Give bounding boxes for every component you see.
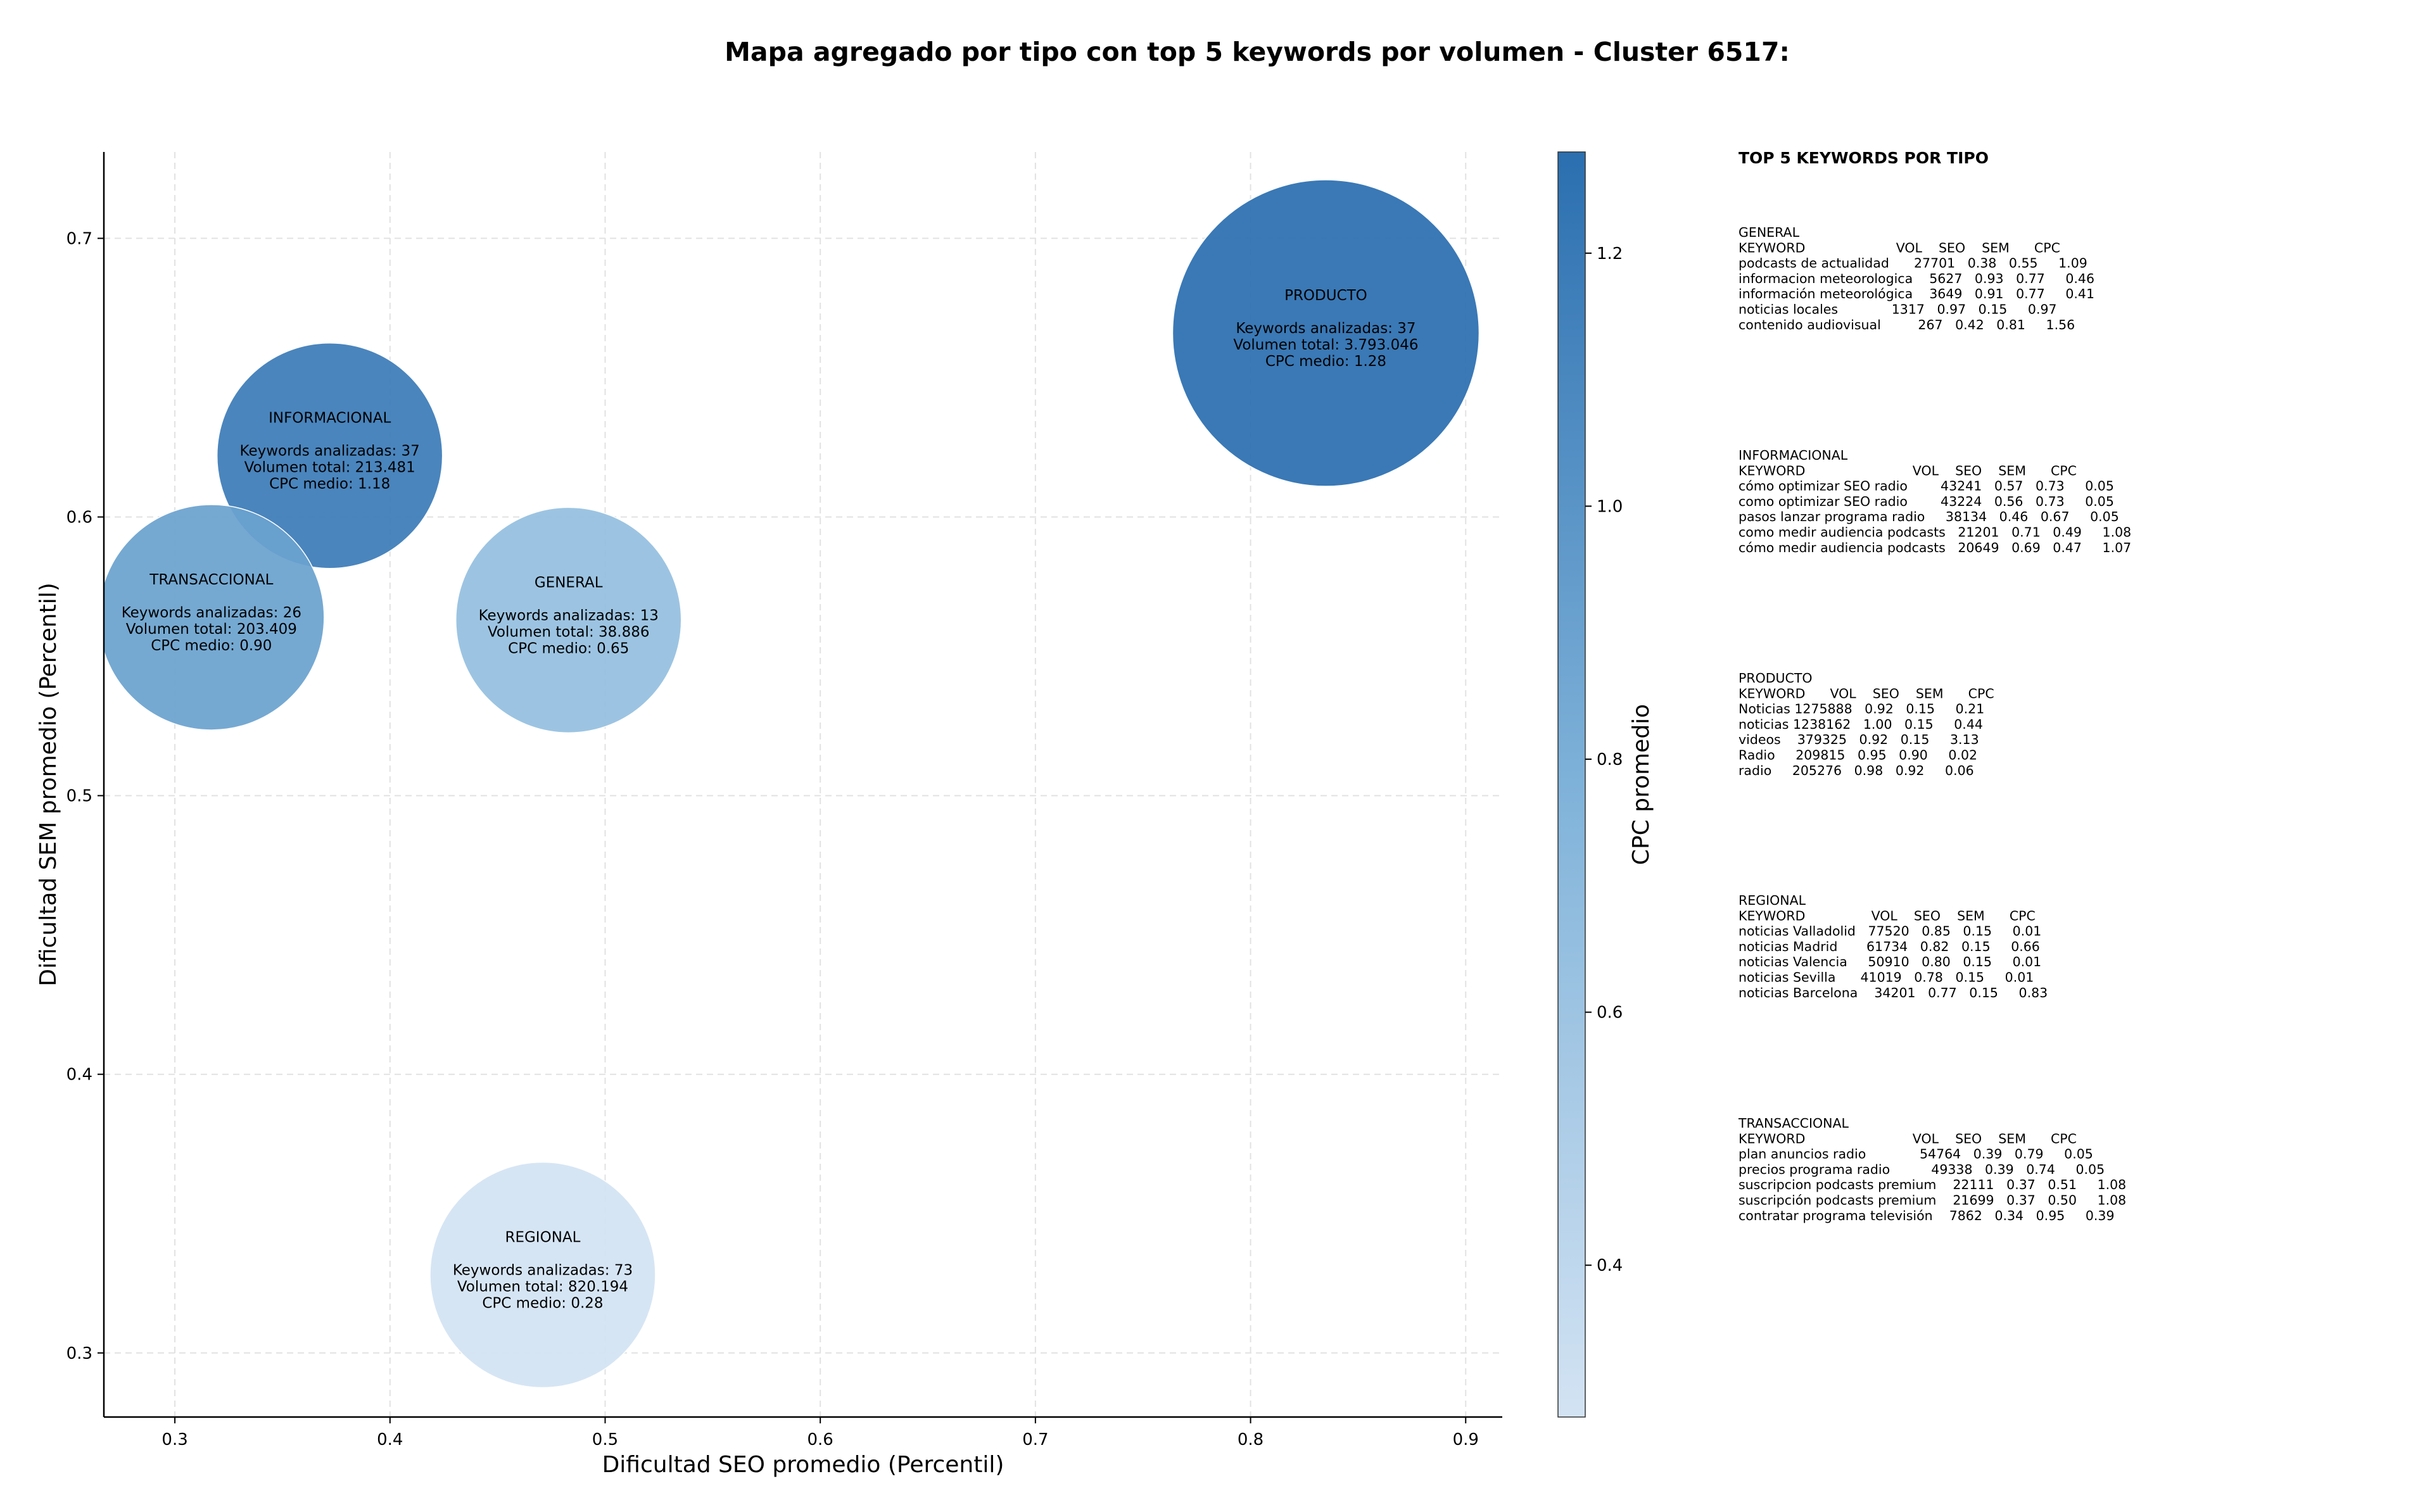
bubble-label-producto-keywords: Keywords analizadas: 37 xyxy=(1236,320,1416,337)
bubble-label-informacional-cpc: CPC medio: 1.18 xyxy=(269,476,390,493)
side-section-header: KEYWORD VOL SEO SEM CPC xyxy=(1738,686,1994,701)
bubble-label-regional-volume: Volumen total: 820.194 xyxy=(457,1279,628,1295)
y-tick-label: 0.6 xyxy=(66,508,92,527)
side-section-row: noticias Sevilla 41019 0.78 0.15 0.01 xyxy=(1738,970,2034,985)
colorbar-tick-label: 1.0 xyxy=(1597,497,1623,516)
colorbar-tick-label: 0.6 xyxy=(1597,1004,1623,1023)
side-section-row: videos 379325 0.92 0.15 3.13 xyxy=(1738,732,1979,747)
colorbar xyxy=(1557,151,1586,1418)
side-section-row: plan anuncios radio 54764 0.39 0.79 0.05 xyxy=(1738,1147,2093,1162)
bubble-label-transaccional-keywords: Keywords analizadas: 26 xyxy=(122,605,301,621)
chart-title: Mapa agregado por tipo con top 5 keyword… xyxy=(725,37,1790,67)
x-tick-label: 0.8 xyxy=(1238,1430,1264,1449)
side-section-row: noticias 1238162 1.00 0.15 0.44 xyxy=(1738,717,1983,732)
side-section-row: contenido audiovisual 267 0.42 0.81 1.56 xyxy=(1738,317,2075,332)
colorbar-tick-label: 0.8 xyxy=(1597,750,1623,769)
x-ticks: 0.3 0.4 0.5 0.6 0.7 0.8 0.9 xyxy=(162,1417,1479,1449)
y-tick-label: 0.7 xyxy=(66,229,92,248)
bubble-label-producto-volume: Volumen total: 3.793.046 xyxy=(1233,337,1418,353)
side-section-row: suscripcion podcasts premium 22111 0.37 … xyxy=(1738,1177,2126,1192)
bubble-label-regional-name: REGIONAL xyxy=(505,1230,580,1246)
side-section-row: como optimizar SEO radio 43224 0.56 0.73… xyxy=(1738,494,2114,509)
side-section-header: KEYWORD VOL SEO SEM CPC xyxy=(1738,1131,2077,1146)
side-section-row: contratar programa televisión 7862 0.34 … xyxy=(1738,1208,2115,1223)
bubble-label-regional-cpc: CPC medio: 0.28 xyxy=(482,1295,603,1312)
bubble-label-transaccional-name: TRANSACCIONAL xyxy=(149,572,273,588)
side-section-row: informacion meteorologica 5627 0.93 0.77… xyxy=(1738,271,2094,286)
bubble-producto xyxy=(1172,179,1480,487)
colorbar-tick-label: 0.4 xyxy=(1597,1256,1623,1275)
colorbar-tick-label: 1.2 xyxy=(1597,244,1623,263)
colorbar-label: CPC promedio xyxy=(1628,704,1654,865)
x-tick-label: 0.9 xyxy=(1453,1430,1479,1449)
side-section-title: GENERAL xyxy=(1738,225,1800,240)
bubble-transaccional xyxy=(104,504,325,731)
bubble-label-general-cpc: CPC medio: 0.65 xyxy=(508,640,629,657)
x-tick-label: 0.4 xyxy=(377,1430,403,1449)
side-section-row: pasos lanzar programa radio 38134 0.46 0… xyxy=(1738,509,2119,524)
side-section-row: noticias Valladolid 77520 0.85 0.15 0.01 xyxy=(1738,924,2041,939)
bubble-label-informacional-keywords: Keywords analizadas: 37 xyxy=(240,443,420,460)
bubble-label-producto-name: PRODUCTO xyxy=(1284,287,1367,304)
side-section-row: cómo optimizar SEO radio 43241 0.57 0.73… xyxy=(1738,479,2114,494)
y-tick-label: 0.4 xyxy=(66,1066,92,1085)
side-section-row: noticias Madrid 61734 0.82 0.15 0.66 xyxy=(1738,939,2040,954)
side-section-row: Noticias 1275888 0.92 0.15 0.21 xyxy=(1738,702,1984,717)
side-section-header: KEYWORD VOL SEO SEM CPC xyxy=(1738,240,2060,255)
side-section-row: noticias Barcelona 34201 0.77 0.15 0.83 xyxy=(1738,985,2048,1000)
side-section-row: podcasts de actualidad 27701 0.38 0.55 1… xyxy=(1738,256,2087,271)
side-section-header: KEYWORD VOL SEO SEM CPC xyxy=(1738,908,2036,923)
bubble-label-informacional-name: INFORMACIONAL xyxy=(269,410,391,427)
bubble-informacional xyxy=(216,342,443,569)
side-section-row: Radio 209815 0.95 0.90 0.02 xyxy=(1738,748,1977,763)
colorbar-ticks: 0.4 0.6 0.8 1.0 1.2 xyxy=(1585,244,1623,1275)
y-axis-label: Dificultad SEM promedio (Percentil) xyxy=(35,583,61,986)
y-ticks: 0.3 0.4 0.5 0.6 0.7 xyxy=(66,229,104,1363)
bubble-label-transaccional-cpc: CPC medio: 0.90 xyxy=(151,638,272,654)
x-axis-label: Dificultad SEO promedio (Percentil) xyxy=(602,1452,1004,1478)
bubble-label-general-name: GENERAL xyxy=(535,574,603,591)
x-tick-label: 0.7 xyxy=(1022,1430,1048,1449)
bubble-label-transaccional-volume: Volumen total: 203.409 xyxy=(126,621,297,638)
side-section-row: información meteorológica 3649 0.91 0.77… xyxy=(1738,286,2094,301)
side-section-row: noticias Valencia 50910 0.80 0.15 0.01 xyxy=(1738,954,2041,969)
side-section-row: noticias locales 1317 0.97 0.15 0.97 xyxy=(1738,302,2057,317)
side-section-title: REGIONAL xyxy=(1738,893,1806,908)
side-section-title: TRANSACCIONAL xyxy=(1738,1116,1849,1131)
bubble-general xyxy=(455,507,682,734)
side-section-header: KEYWORD VOL SEO SEM CPC xyxy=(1738,463,2077,478)
bubble-regional xyxy=(429,1161,656,1389)
x-tick-label: 0.5 xyxy=(592,1430,618,1449)
bubbles-layer xyxy=(104,179,1480,1389)
y-tick-label: 0.5 xyxy=(66,787,92,806)
side-section-row: radio 205276 0.98 0.92 0.06 xyxy=(1738,763,1974,778)
side-section-title: PRODUCTO xyxy=(1738,671,1813,686)
x-tick-label: 0.3 xyxy=(162,1430,187,1449)
bubble-label-producto-cpc: CPC medio: 1.28 xyxy=(1265,353,1386,370)
side-section-title: INFORMACIONAL xyxy=(1738,448,1848,463)
bubble-label-regional-keywords: Keywords analizadas: 73 xyxy=(453,1263,633,1279)
side-panel-title: TOP 5 KEYWORDS POR TIPO xyxy=(1738,149,1989,167)
bubble-label-general-volume: Volumen total: 38.886 xyxy=(488,624,650,640)
side-section-row: como medir audiencia podcasts 21201 0.71… xyxy=(1738,525,2131,540)
side-section-row: suscripción podcasts premium 21699 0.37 … xyxy=(1738,1193,2126,1208)
bubble-label-informacional-volume: Volumen total: 213.481 xyxy=(244,460,415,476)
x-tick-label: 0.6 xyxy=(807,1430,833,1449)
side-section-row: precios programa radio 49338 0.39 0.74 0… xyxy=(1738,1162,2105,1177)
side-section-row: cómo medir audiencia podcasts 20649 0.69… xyxy=(1738,540,2131,555)
bubble-label-general-keywords: Keywords analizadas: 13 xyxy=(479,607,659,624)
y-tick-label: 0.3 xyxy=(66,1344,92,1363)
